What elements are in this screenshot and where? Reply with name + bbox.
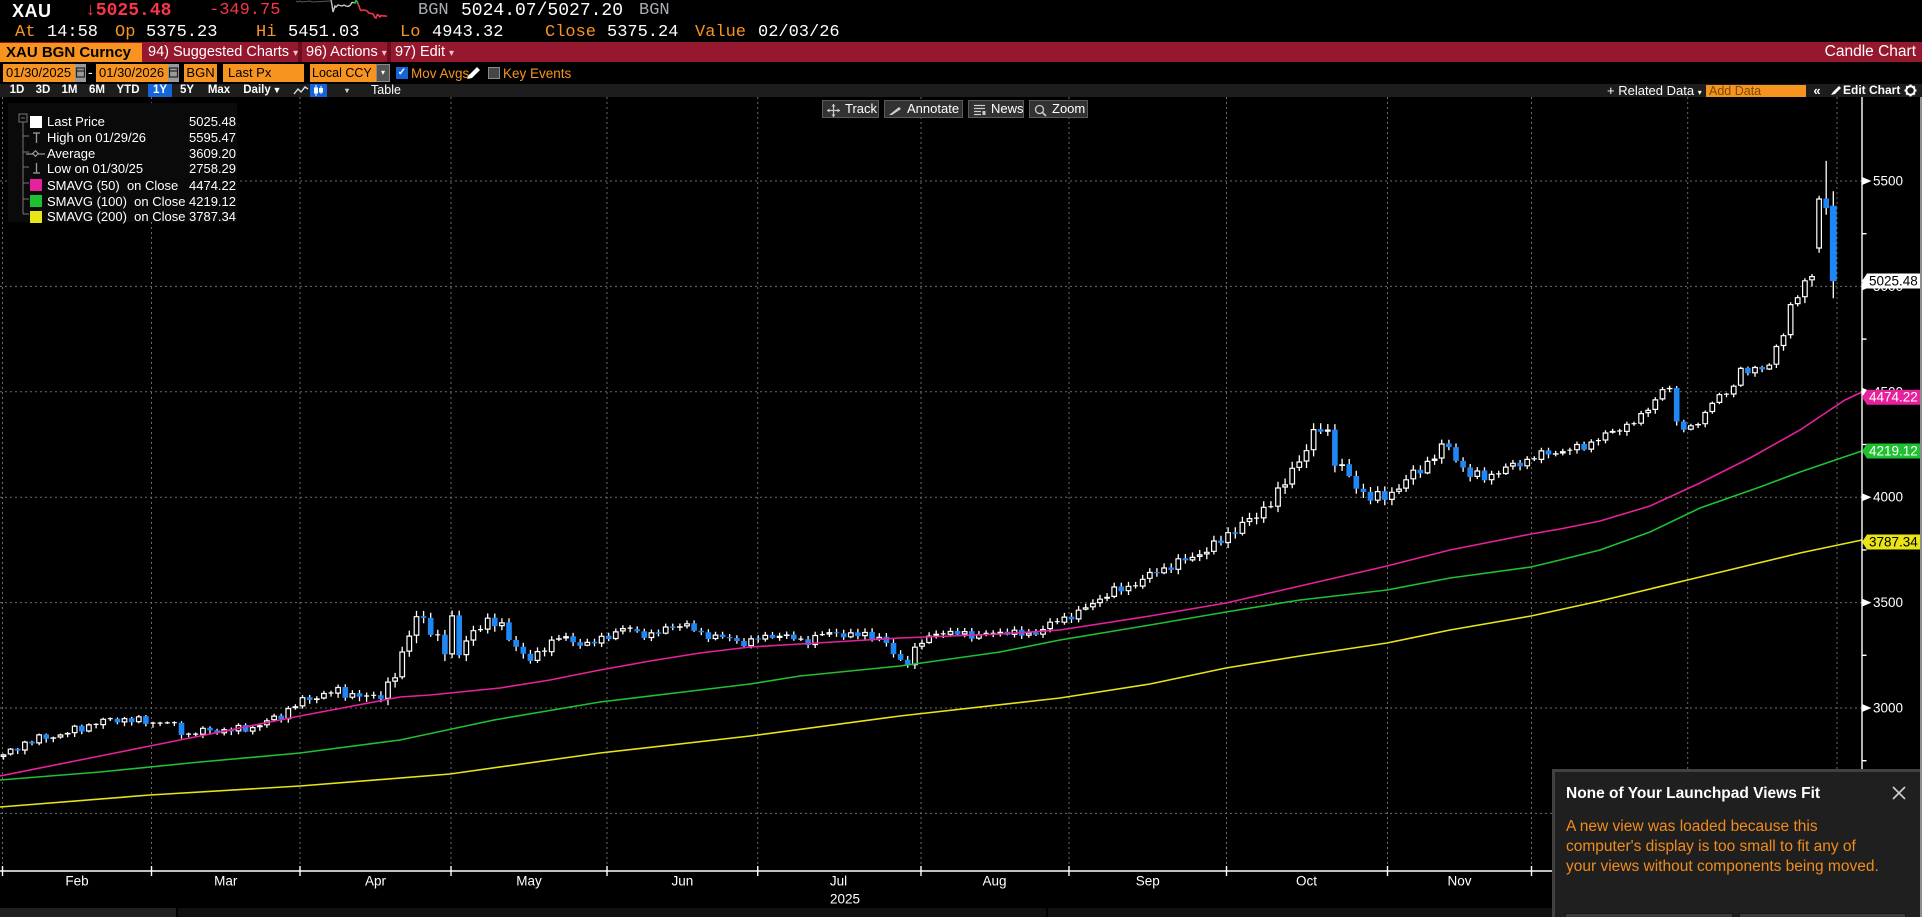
- svg-text:Apr: Apr: [365, 874, 387, 889]
- svg-text:Oct: Oct: [1296, 874, 1317, 889]
- svg-text:Nov: Nov: [1447, 874, 1471, 889]
- svg-text:4474.22: 4474.22: [1869, 390, 1918, 405]
- svg-text:3787.34: 3787.34: [1869, 535, 1918, 550]
- svg-text:4000: 4000: [1873, 490, 1903, 505]
- svg-text:Aug: Aug: [982, 874, 1006, 889]
- svg-text:Jun: Jun: [672, 874, 694, 889]
- svg-text:Feb: Feb: [65, 874, 88, 889]
- svg-text:Sep: Sep: [1136, 874, 1160, 889]
- svg-text:May: May: [516, 874, 542, 889]
- svg-text:4219.12: 4219.12: [1869, 444, 1918, 459]
- svg-text:Mar: Mar: [214, 874, 238, 889]
- svg-text:2025: 2025: [830, 892, 860, 907]
- svg-text:Jul: Jul: [830, 874, 847, 889]
- svg-text:5500: 5500: [1873, 174, 1903, 189]
- svg-text:3000: 3000: [1873, 701, 1903, 716]
- svg-text:3500: 3500: [1873, 595, 1903, 610]
- svg-text:5025.48: 5025.48: [1869, 274, 1918, 289]
